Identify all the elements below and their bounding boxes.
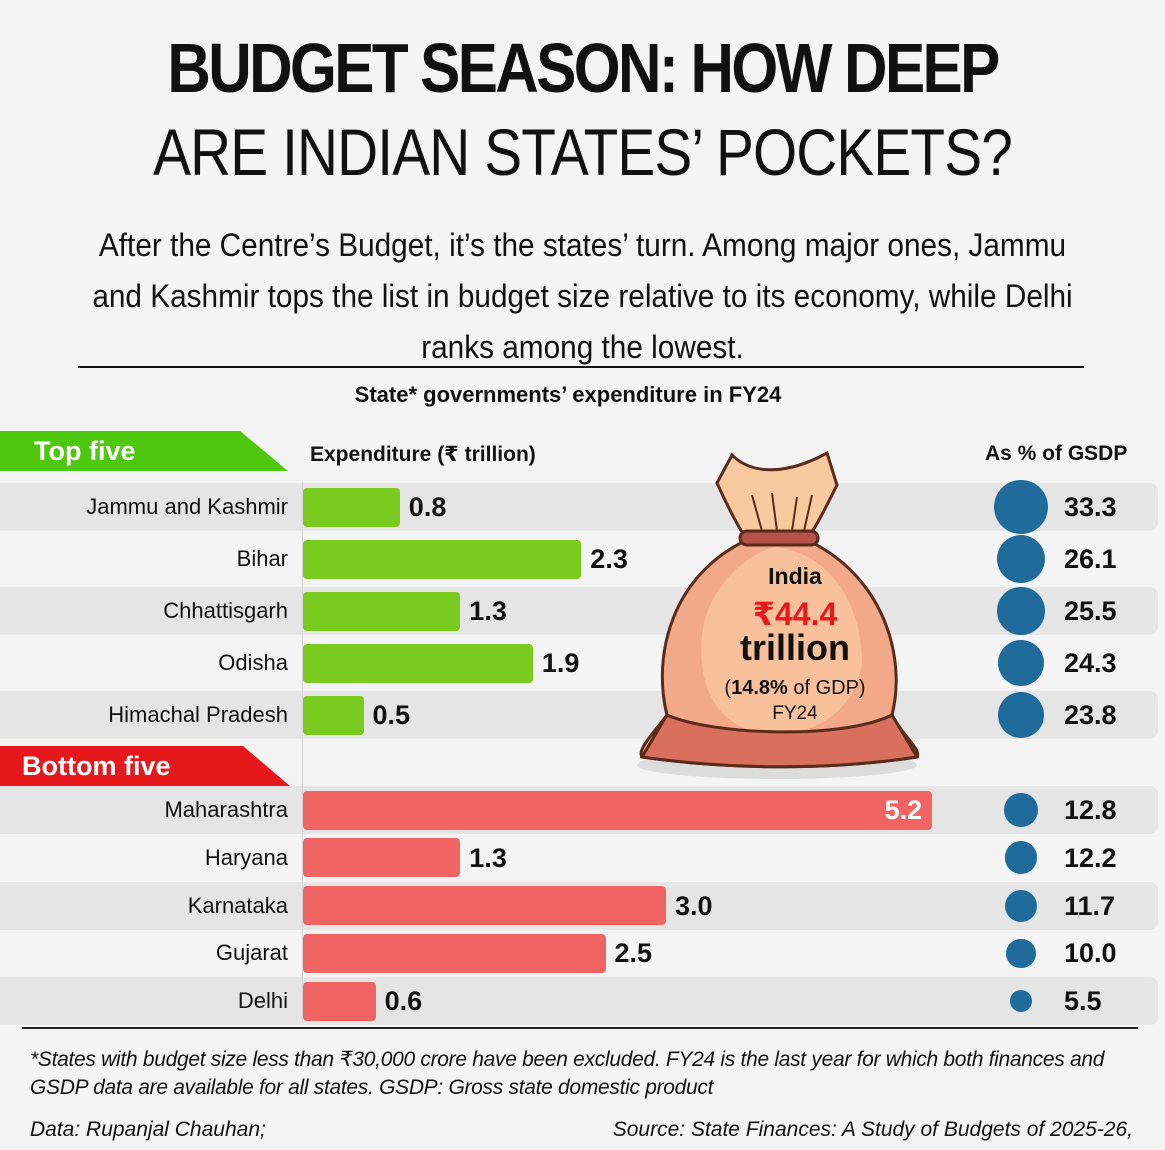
title-line-1: BUDGET SEASON: HOW DEEP [167, 29, 1000, 107]
gsdp-value: 26.1 [1064, 544, 1117, 574]
expenditure-value: 1.3 [469, 842, 507, 873]
source-note: Source: State Finances: A Study of Budge… [612, 1118, 1133, 1141]
callout-year: FY24 [772, 703, 818, 724]
gsdp-value: 12.8 [1064, 795, 1117, 825]
state-label: Chhattisgarh [163, 598, 288, 623]
footnote: *States with budget size less than ₹30,0… [30, 1048, 1105, 1099]
table-row [0, 691, 1158, 739]
expenditure-value: 0.5 [372, 700, 411, 730]
gsdp-value: 12.2 [1064, 842, 1117, 873]
gsdp-bubble [993, 479, 1049, 535]
table-row [0, 977, 1158, 1026]
gsdp-bubble [997, 587, 1045, 635]
state-label: Jammu and Kashmir [86, 494, 288, 519]
gdp-suffix: of GDP) [787, 677, 866, 699]
callout-gdp-share: (14.8% of GDP) [680, 677, 910, 700]
gsdp-bubble [1004, 793, 1038, 827]
gsdp-bubble [1004, 841, 1038, 875]
callout-label: India [768, 563, 822, 589]
gsdp-value: 23.8 [1064, 700, 1117, 730]
expenditure-bar [303, 591, 461, 631]
gsdp-value: 5.5 [1064, 986, 1102, 1017]
callout-unit: trillion [740, 627, 850, 668]
gsdp-bubble [998, 692, 1044, 738]
expenditure-value: 0.6 [384, 986, 423, 1017]
state-label: Gujarat [215, 940, 288, 966]
state-label: Maharashtra [164, 797, 288, 822]
gsdp-column-header: As % of GSDP [985, 442, 1128, 465]
divider-bottom [22, 1027, 1138, 1029]
state-label: Odisha [218, 650, 288, 675]
divider-top [78, 366, 1084, 368]
expenditure-bar [303, 886, 666, 926]
gdp-pct: 14.8% [731, 677, 788, 699]
expenditure-value: 2.5 [614, 938, 653, 969]
gsdp-bubble [1009, 990, 1032, 1013]
subtitle: After the Centre’s Budget, it’s the stat… [92, 227, 1073, 365]
state-label: Haryana [204, 844, 288, 870]
gdp-prefix: ( [724, 677, 732, 699]
expenditure-column-header: Expenditure (₹ trillion) [310, 443, 536, 466]
state-label: Delhi [237, 988, 288, 1014]
gsdp-bubble [997, 639, 1045, 687]
gsdp-bubble [1006, 938, 1036, 969]
gsdp-bubble [996, 534, 1045, 583]
callout-amount: ₹44.4 [752, 596, 838, 632]
expenditure-bar [303, 838, 461, 878]
expenditure-value: 0.8 [408, 492, 447, 522]
table-row [0, 483, 1158, 531]
expenditure-value: 2.3 [590, 544, 628, 574]
section-tag-top-five: Top five [0, 431, 288, 471]
state-label: Karnataka [187, 892, 288, 918]
data-credit: Data: Rupanjal Chauhan; [30, 1118, 266, 1141]
expenditure-bar [303, 487, 400, 527]
section-tag-bottom-five: Bottom five [0, 746, 290, 786]
money-bag-icon [637, 450, 920, 779]
expenditure-bar [303, 790, 933, 830]
expenditure-value: 1.9 [541, 648, 580, 678]
title-line-2: ARE INDIAN STATES’ POCKETS? [153, 115, 1013, 189]
expenditure-bar [303, 695, 364, 735]
chart-title: State* governments’ expenditure in FY24 [354, 382, 782, 407]
expenditure-bar [303, 643, 533, 683]
expenditure-bar [303, 981, 376, 1021]
expenditure-bar [303, 933, 606, 973]
gsdp-value: 33.3 [1064, 492, 1117, 522]
gsdp-bubble [1004, 889, 1038, 922]
bar-axis-line [302, 482, 303, 1022]
expenditure-value: 5.2 [884, 795, 923, 825]
state-label: Bihar [236, 546, 288, 571]
gsdp-value: 11.7 [1064, 890, 1116, 921]
gsdp-value: 24.3 [1064, 648, 1117, 678]
table-row [0, 587, 1158, 635]
gsdp-value: 10.0 [1064, 938, 1117, 969]
expenditure-value: 3.0 [675, 890, 713, 921]
state-label: Himachal Pradesh [108, 702, 288, 727]
expenditure-value: 1.3 [469, 596, 507, 626]
gsdp-value: 25.5 [1064, 596, 1117, 626]
expenditure-bar [303, 539, 582, 579]
